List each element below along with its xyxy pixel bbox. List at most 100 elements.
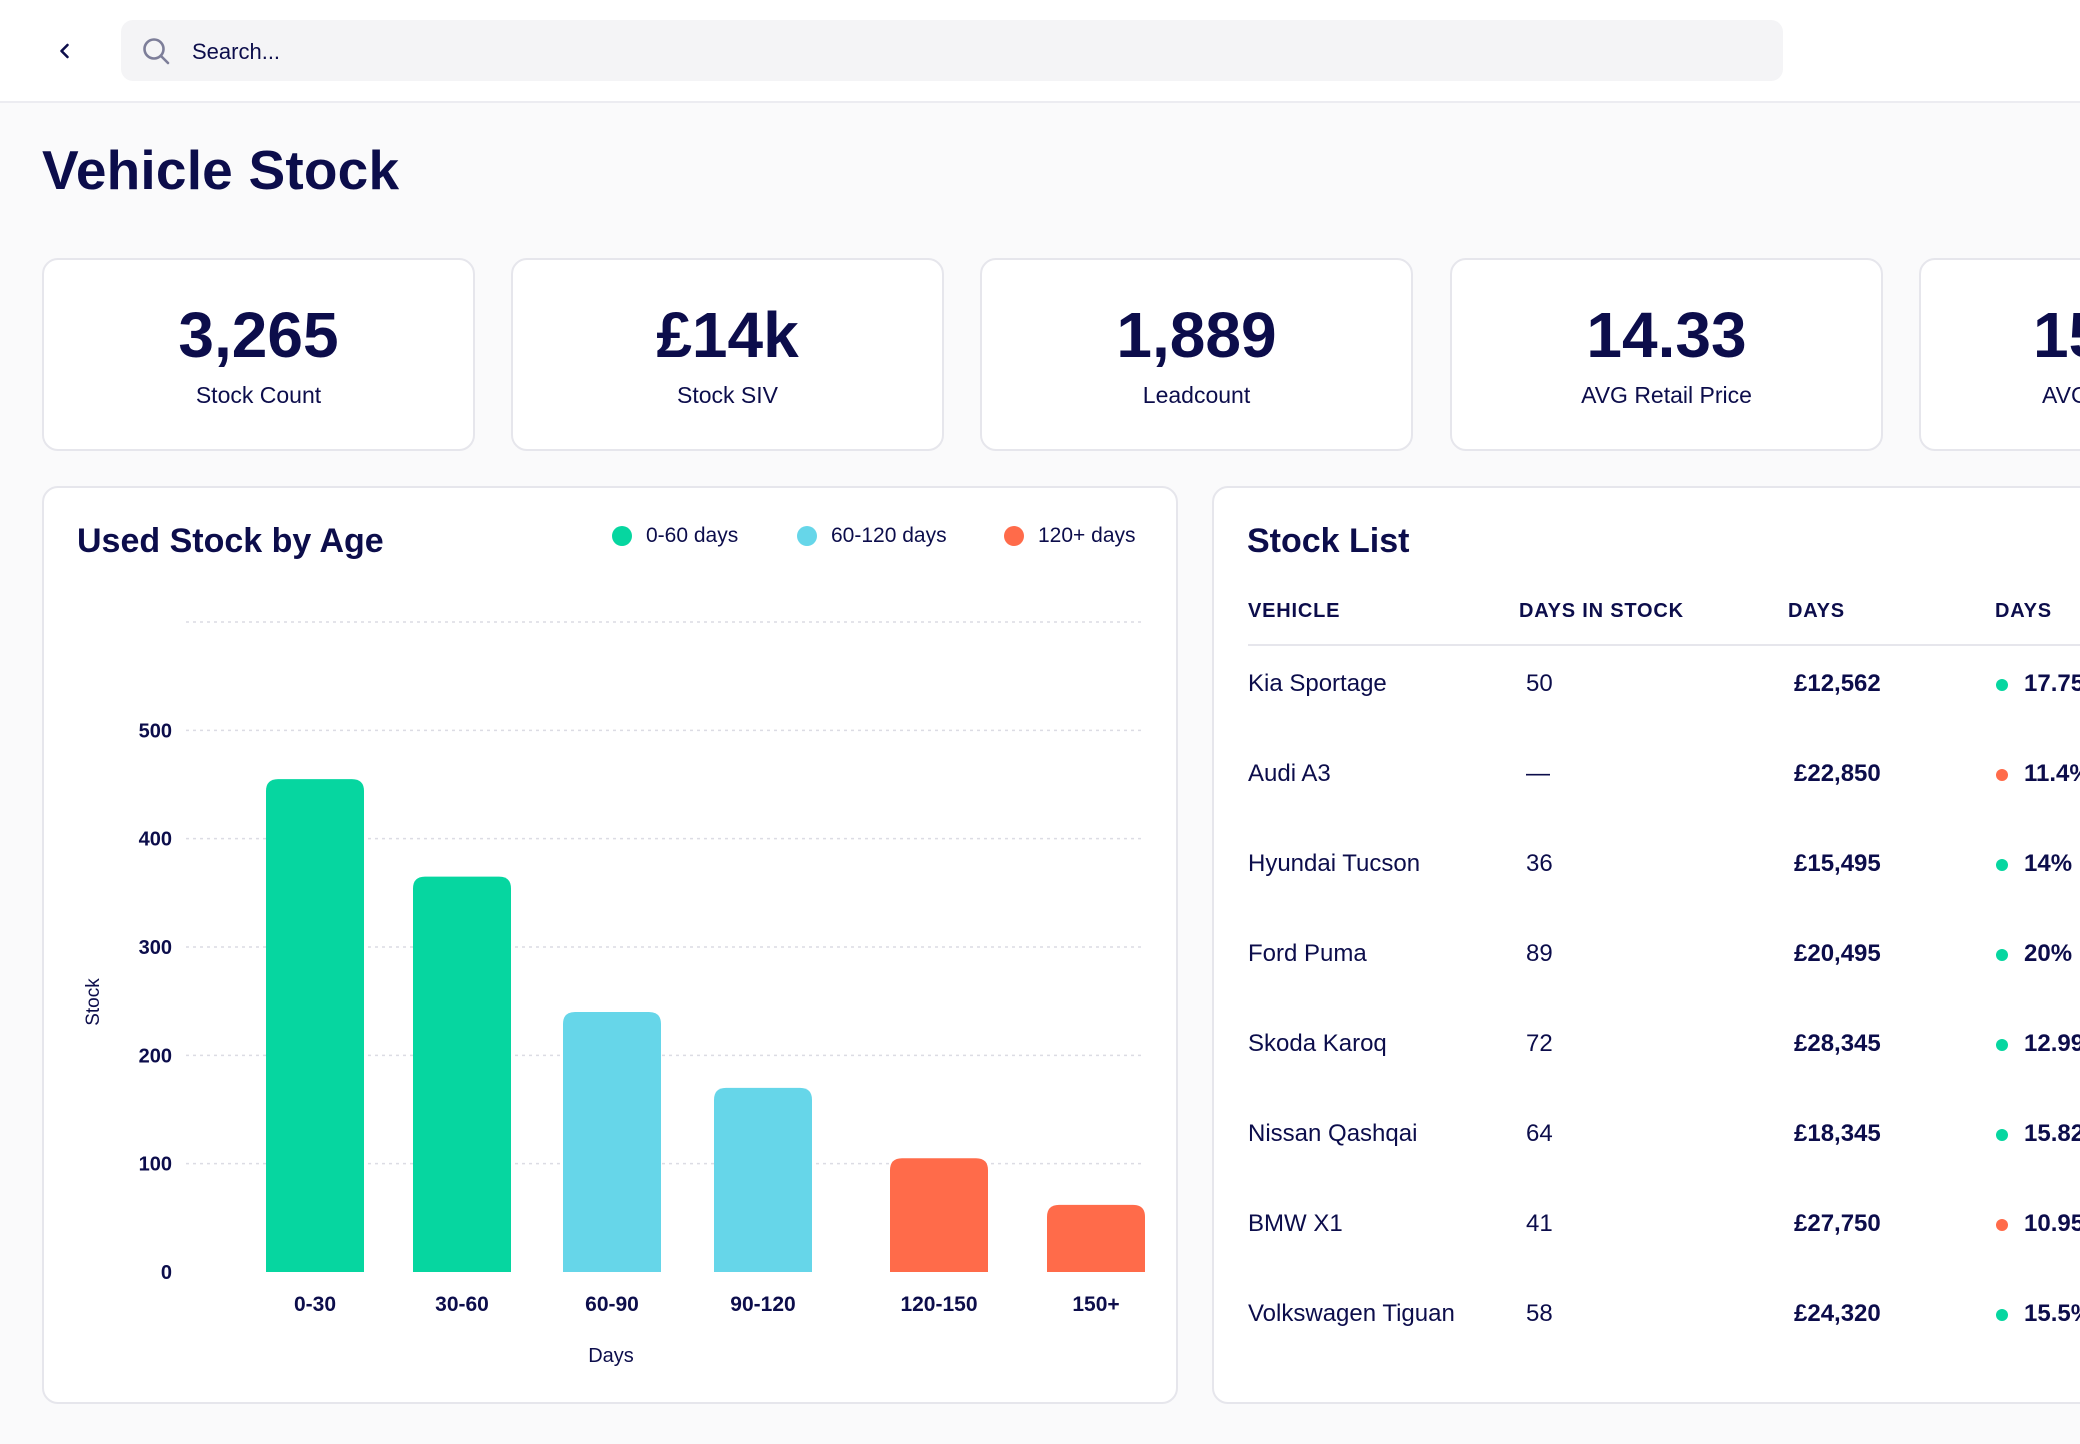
vehicle-name: Kia Sportage: [1248, 670, 1387, 697]
legend-label: 60-120 days: [831, 524, 947, 547]
days-in-stock-value: 89: [1526, 940, 1553, 967]
column-header-days[interactable]: DAYS: [1788, 600, 1845, 622]
kpi-card-stock-siv[interactable]: £14k Stock SIV: [511, 258, 944, 451]
table-row[interactable]: Kia Sportage 50 £12,562 17.75: [1214, 670, 2080, 760]
kpi-label: Leadcount: [1142, 382, 1251, 408]
column-header-days-in-stock[interactable]: DAYS IN STOCK: [1519, 600, 1684, 622]
y-tick-label: 400: [139, 829, 172, 851]
kpi-label: Stock SIV: [677, 382, 778, 408]
legend-swatch: [1004, 526, 1024, 546]
legend-item-0-60[interactable]: 0-60 days: [612, 524, 738, 548]
trend-up-indicator-icon: [1996, 679, 2008, 691]
kpi-label: AVG: [2042, 382, 2080, 408]
y-tick-label: 0: [161, 1262, 172, 1284]
days-in-stock-value: 41: [1526, 1210, 1553, 1237]
bar-0-30[interactable]: [266, 779, 364, 1272]
days-in-stock-value: —: [1526, 760, 1550, 787]
column-header-vehicle[interactable]: VEHICLE: [1248, 600, 1341, 622]
table-row[interactable]: Volkswagen Tiguan 58 £24,320 15.5%: [1214, 1300, 2080, 1390]
bar-150+[interactable]: [1047, 1204, 1145, 1272]
table-row[interactable]: Audi A3 — £22,850 11.4%: [1214, 760, 2080, 850]
price-value: £24,320: [1794, 1300, 1881, 1327]
vehicle-name: Ford Puma: [1248, 940, 1367, 967]
table-row[interactable]: Skoda Karoq 72 £28,345 12.99: [1214, 1030, 2080, 1120]
y-tick-label: 500: [139, 720, 172, 742]
table-row[interactable]: Ford Puma 89 £20,495 20%: [1214, 940, 2080, 1030]
column-header-days-2[interactable]: DAYS: [1995, 600, 2052, 622]
used-stock-chart-panel: Used Stock by Age 0-60 days 60-120 days …: [42, 486, 1178, 1404]
trend-up-indicator-icon: [1996, 1309, 2008, 1321]
y-axis-label: Stock: [83, 978, 104, 1026]
kpi-card-avg[interactable]: 15 AVG: [1919, 258, 2080, 451]
legend-swatch: [797, 526, 817, 546]
vehicle-name: Nissan Qashqai: [1248, 1120, 1418, 1147]
legend-label: 120+ days: [1038, 524, 1136, 547]
percentage-value: 10.95: [2024, 1210, 2080, 1237]
x-tick-label: 0-30: [294, 1293, 336, 1316]
search-icon: [143, 38, 170, 65]
table-header-divider: [1248, 644, 2080, 646]
kpi-label: Stock Count: [195, 382, 322, 408]
legend-label: 0-60 days: [646, 524, 739, 547]
x-tick-label: 30-60: [435, 1293, 489, 1316]
bar-30-60[interactable]: [413, 876, 511, 1272]
stock-by-age-bar-chart: 0 100 200 300 400 500 0-30 30-60 60-90 90-120 120…: [83, 621, 1145, 1367]
kpi-value: 14.33: [1586, 299, 1747, 371]
price-value: £15,495: [1794, 850, 1881, 877]
percentage-value: 14%: [2024, 850, 2073, 877]
top-bar: [0, 0, 2080, 103]
bar-90-120[interactable]: [714, 1087, 812, 1272]
legend-item-120-plus[interactable]: 120+ days: [1004, 524, 1136, 548]
price-value: £28,345: [1794, 1030, 1881, 1057]
vehicle-name: Skoda Karoq: [1248, 1030, 1387, 1057]
y-tick-label: 300: [139, 937, 172, 959]
percentage-value: 15.5%: [2024, 1300, 2080, 1327]
x-tick-label: 150+: [1072, 1293, 1119, 1316]
kpi-value: 3,265: [178, 299, 339, 371]
days-in-stock-value: 58: [1526, 1300, 1553, 1327]
vehicle-name: BMW X1: [1248, 1210, 1343, 1237]
kpi-card-leadcount[interactable]: 1,889 Leadcount: [980, 258, 1413, 451]
percentage-value: 15.82: [2024, 1120, 2080, 1147]
back-button[interactable]: [48, 34, 82, 68]
percentage-value: 20%: [2024, 940, 2073, 967]
vehicle-name: Audi A3: [1248, 760, 1331, 787]
kpi-card-avg-retail-price[interactable]: 14.33 AVG Retail Price: [1450, 258, 1883, 451]
x-tick-label: 120-150: [900, 1293, 977, 1316]
price-value: £27,750: [1794, 1210, 1881, 1237]
table-row[interactable]: Hyundai Tucson 36 £15,495 14%: [1214, 850, 2080, 940]
chevron-left-icon: [60, 43, 69, 59]
legend-swatch: [612, 526, 632, 546]
kpi-value: £14k: [656, 299, 799, 371]
price-value: £18,345: [1794, 1120, 1881, 1147]
table-row[interactable]: Nissan Qashqai 64 £18,345 15.82: [1214, 1120, 2080, 1210]
percentage-value: 12.99: [2024, 1030, 2080, 1057]
x-tick-label: 60-90: [585, 1293, 639, 1316]
page-title: Vehicle Stock: [42, 139, 400, 201]
x-axis-label: Days: [588, 1345, 634, 1367]
trend-up-indicator-icon: [1996, 1129, 2008, 1141]
legend-item-60-120[interactable]: 60-120 days: [797, 524, 947, 548]
vehicle-name: Hyundai Tucson: [1248, 850, 1421, 877]
kpi-label: AVG Retail Price: [1581, 382, 1752, 408]
y-tick-label: 100: [139, 1154, 172, 1176]
kpi-value: 15: [2033, 299, 2080, 371]
x-tick-label: 90-120: [730, 1293, 795, 1316]
bar-60-90[interactable]: [563, 1012, 661, 1272]
stock-list-title: Stock List: [1247, 522, 1410, 560]
table-row[interactable]: BMW X1 41 £27,750 10.95: [1214, 1210, 2080, 1300]
days-in-stock-value: 50: [1526, 670, 1553, 697]
kpi-value: 1,889: [1116, 299, 1277, 371]
y-tick-label: 200: [139, 1045, 172, 1067]
bar-120-150[interactable]: [890, 1158, 988, 1272]
search-input[interactable]: [190, 32, 1754, 72]
stock-list-panel: Stock List VEHICLE DAYS IN STOCK DAYS DA…: [1212, 486, 2080, 1404]
trend-up-indicator-icon: [1996, 859, 2008, 871]
trend-down-indicator-icon: [1996, 769, 2008, 781]
search-bar[interactable]: [121, 20, 1783, 81]
price-value: £12,562: [1794, 670, 1881, 697]
kpi-card-stock-count[interactable]: 3,265 Stock Count: [42, 258, 475, 451]
chart-title: Used Stock by Age: [77, 522, 384, 560]
percentage-value: 11.4%: [2024, 760, 2080, 787]
trend-up-indicator-icon: [1996, 1039, 2008, 1051]
